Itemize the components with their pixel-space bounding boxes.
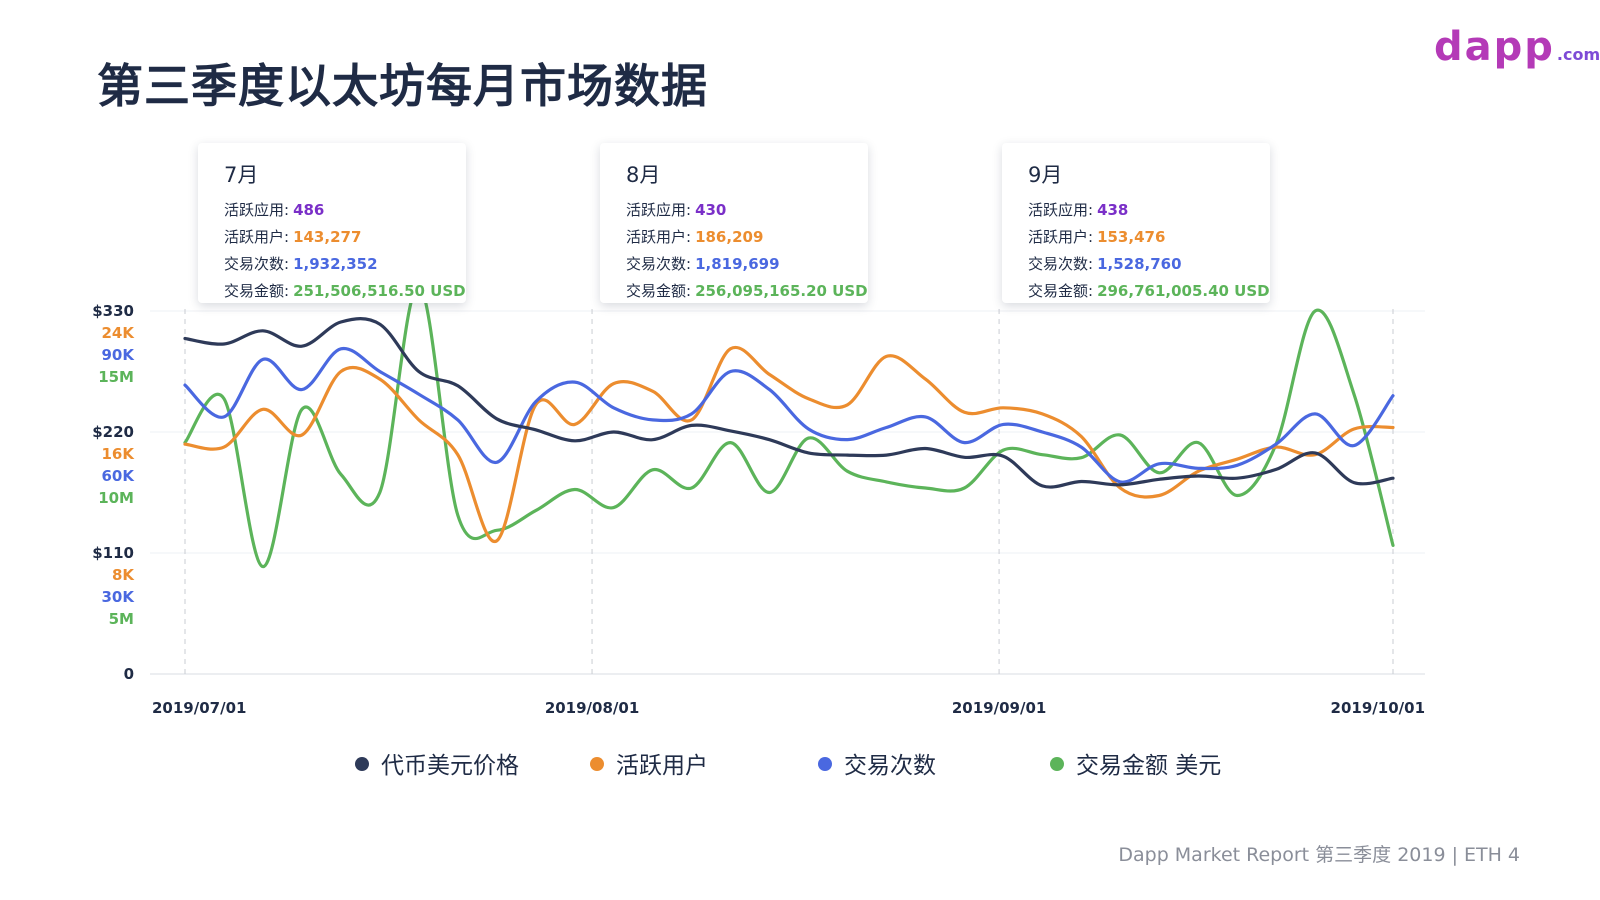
- legend-users-label: 活跃用户: [616, 753, 708, 779]
- tx-value: 1,819,699: [695, 255, 780, 273]
- y-tick-label: 16K: [102, 445, 136, 463]
- series-line: [183, 317, 1395, 489]
- users-label: 活跃用户:: [626, 228, 692, 246]
- card-tx: 交易次数: 1,819,699: [626, 253, 780, 274]
- legend-users-dot: [590, 757, 604, 771]
- apps-label: 活跃应用:: [224, 201, 290, 219]
- legend-tx-dot: [818, 757, 832, 771]
- card-month: 9月: [1028, 163, 1063, 187]
- tx-value: 1,528,760: [1097, 255, 1182, 273]
- y-tick-label: 0: [124, 665, 134, 683]
- y-tick-label: 10M: [98, 489, 134, 507]
- y-tick-label: 30K: [102, 588, 136, 606]
- vol-label: 交易金额:: [626, 282, 692, 300]
- logo-domain: .com: [1556, 45, 1600, 64]
- vol-value: 256,095,165.20 USD: [695, 282, 868, 300]
- apps-label: 活跃应用:: [626, 201, 692, 219]
- y-tick-label: $330: [92, 302, 134, 320]
- card-users: 活跃用户: 143,277: [224, 226, 361, 247]
- dapp-logo: dapp .com: [1434, 24, 1600, 70]
- x-tick-label: 2019/07/01: [152, 699, 246, 717]
- x-tick-label: 2019/10/01: [1331, 699, 1425, 717]
- vol-label: 交易金额:: [1028, 282, 1094, 300]
- card-users: 活跃用户: 186,209: [626, 226, 763, 247]
- y-tick-label: 15M: [98, 368, 134, 386]
- y-tick-label: 90K: [102, 346, 136, 364]
- users-value: 153,476: [1097, 228, 1166, 246]
- card-august: 8月 活跃应用: 430 活跃用户: 186,209 交易次数: 1,819,699 …: [600, 143, 868, 303]
- footer-report: Dapp Market Report 第三季度 2019: [1118, 844, 1446, 866]
- y-tick-label: 24K: [102, 324, 136, 342]
- users-label: 活跃用户:: [1028, 228, 1094, 246]
- card-vol: 交易金额: 296,761,005.40 USD: [1028, 280, 1270, 301]
- series-line: [183, 283, 1395, 569]
- x-tick-label: 2019/09/01: [952, 699, 1046, 717]
- apps-label: 活跃应用:: [1028, 201, 1094, 219]
- y-tick-label: 8K: [112, 566, 135, 584]
- card-users: 活跃用户: 153,476: [1028, 226, 1165, 247]
- legend-vol: 交易金额 美元: [1050, 746, 1221, 780]
- line-chart: 0 $110 8K 30K 5M $220 16K 60K 10M $330 24K 90K 15M 20…: [92, 283, 1425, 717]
- legend-vol-dot: [1050, 757, 1064, 771]
- y-tick-label: 60K: [102, 467, 136, 485]
- users-value: 143,277: [293, 228, 362, 246]
- apps-value: 486: [293, 201, 325, 219]
- apps-value: 430: [695, 201, 727, 219]
- y-tick-label: 5M: [109, 610, 134, 628]
- series-line: [183, 347, 1395, 484]
- apps-value: 438: [1097, 201, 1129, 219]
- tx-label: 交易次数:: [224, 255, 290, 273]
- legend-users: 活跃用户: [590, 746, 708, 780]
- card-apps: 活跃应用: 430: [626, 199, 726, 220]
- card-month: 7月: [224, 163, 259, 187]
- y-tick-label: $220: [92, 423, 134, 441]
- legend-tx-label: 交易次数: [844, 753, 936, 779]
- card-month: 8月: [626, 163, 661, 187]
- users-label: 活跃用户:: [224, 228, 290, 246]
- card-vol: 交易金额: 251,506,516.50 USD: [224, 280, 466, 301]
- legend-price-label: 代币美元价格: [381, 753, 519, 779]
- footer: Dapp Market Report 第三季度 2019 | ETH 4: [1118, 840, 1520, 867]
- card-vol: 交易金额: 256,095,165.20 USD: [626, 280, 868, 301]
- page-title: 第三季度以太坊每月市场数据: [97, 59, 708, 113]
- legend-vol-label: 交易金额 美元: [1076, 753, 1222, 779]
- footer-separator: |: [1451, 844, 1458, 866]
- series-line: [183, 345, 1395, 543]
- legend-price: 代币美元价格: [355, 746, 519, 780]
- vol-label: 交易金额:: [224, 282, 290, 300]
- users-value: 186,209: [695, 228, 764, 246]
- tx-label: 交易次数:: [1028, 255, 1094, 273]
- card-july: 7月 活跃应用: 486 活跃用户: 143,277 交易次数: 1,932,352 …: [198, 143, 466, 303]
- tx-label: 交易次数:: [626, 255, 692, 273]
- tx-value: 1,932,352: [293, 255, 378, 273]
- footer-page: ETH 4: [1463, 844, 1520, 866]
- card-apps: 活跃应用: 486: [224, 199, 324, 220]
- y-tick-label: $110: [92, 544, 134, 562]
- logo-word: dapp: [1434, 24, 1555, 70]
- vol-value: 296,761,005.40 USD: [1097, 282, 1270, 300]
- legend-tx: 交易次数: [818, 746, 936, 780]
- x-tick-label: 2019/08/01: [545, 699, 639, 717]
- vol-value: 251,506,516.50 USD: [293, 282, 466, 300]
- legend-price-dot: [355, 757, 369, 771]
- card-tx: 交易次数: 1,528,760: [1028, 253, 1182, 274]
- card-apps: 活跃应用: 438: [1028, 199, 1128, 220]
- card-tx: 交易次数: 1,932,352: [224, 253, 378, 274]
- card-september: 9月 活跃应用: 438 活跃用户: 153,476 交易次数: 1,528,760 …: [1002, 143, 1270, 303]
